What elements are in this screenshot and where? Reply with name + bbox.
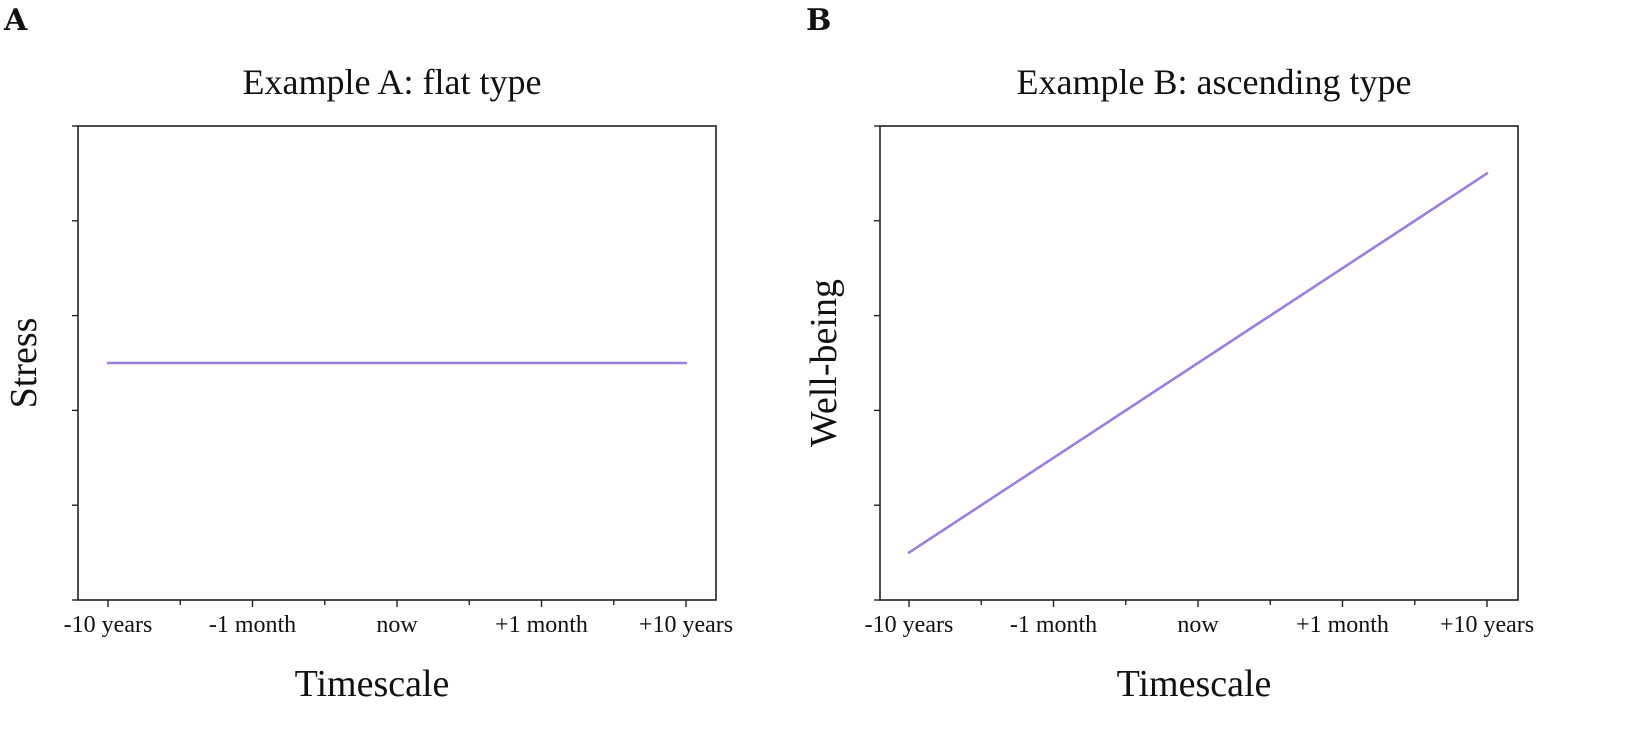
plot-frame (879, 125, 1519, 601)
x-axis-label: Timescale (295, 663, 450, 705)
y-axis-label: Stress (3, 318, 45, 409)
x-tick-label: -1 month (209, 612, 296, 638)
chart-title: Example A: flat type (243, 62, 542, 102)
x-tick-label: -1 month (1010, 612, 1097, 638)
panel-letter: B (806, 3, 831, 38)
x-tick-label: -10 years (64, 612, 153, 638)
y-axis-label: Well-being (803, 279, 845, 447)
x-tick-label: +1 month (1296, 612, 1389, 638)
panel-a: A Example A: flat type Stress Timescale … (3, 3, 733, 705)
x-tick-label: +1 month (495, 612, 588, 638)
x-axis-label: Timescale (1117, 663, 1272, 705)
x-tick-label: +10 years (1440, 612, 1534, 638)
x-tick-label: now (376, 612, 418, 638)
panel-b: B Example B: ascending type Well-being T… (803, 3, 1534, 705)
chart-title: Example B: ascending type (1017, 62, 1412, 102)
x-tick-label: now (1177, 612, 1219, 638)
panel-letter: A (3, 3, 28, 38)
series-line-ascending (907, 172, 1489, 554)
x-tick-label: +10 years (639, 612, 733, 638)
x-tick-label: -10 years (865, 612, 954, 638)
